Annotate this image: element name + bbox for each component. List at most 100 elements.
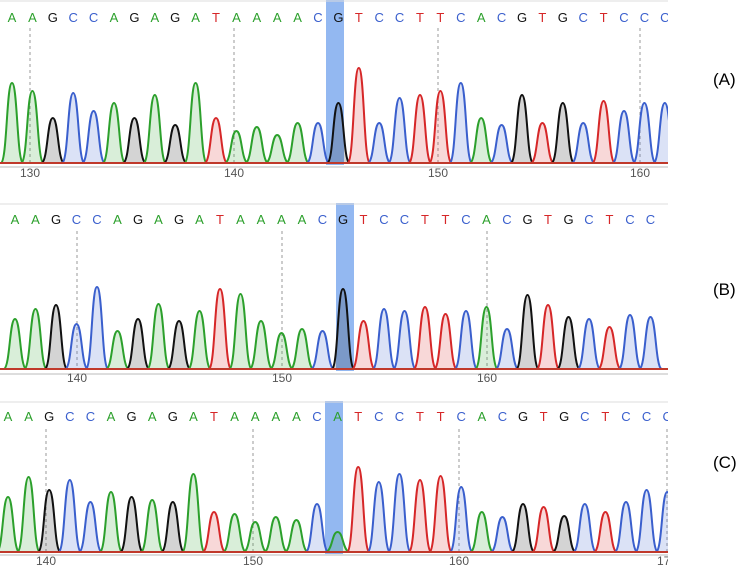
- panel-label-a: (A): [713, 70, 736, 89]
- base-call: C: [640, 10, 649, 25]
- base-call: C: [642, 409, 651, 424]
- base-call: G: [170, 10, 180, 25]
- base-call: A: [482, 212, 491, 227]
- base-call: C: [619, 10, 628, 25]
- base-call: T: [538, 10, 546, 25]
- base-call: T: [600, 10, 608, 25]
- base-call: C: [374, 409, 383, 424]
- base-call: G: [51, 212, 61, 227]
- base-call: C: [86, 409, 95, 424]
- peak-a: [287, 327, 317, 370]
- base-call: A: [8, 10, 17, 25]
- base-call: A: [31, 212, 40, 227]
- peak-c: [569, 121, 598, 164]
- base-call: G: [522, 212, 532, 227]
- peak-c: [570, 502, 599, 553]
- peak-g: [117, 495, 146, 553]
- peak-g: [38, 116, 67, 164]
- base-call: G: [168, 409, 178, 424]
- peak-a: [226, 292, 255, 370]
- peak-a: [263, 133, 292, 164]
- tick-label: 160: [477, 371, 497, 383]
- peak-t: [344, 465, 373, 553]
- tick-label: 140: [67, 371, 87, 383]
- base-call: C: [621, 409, 630, 424]
- base-call: C: [395, 409, 404, 424]
- tick-label: 160: [630, 166, 650, 180]
- peak-a: [179, 472, 208, 553]
- base-call: A: [251, 409, 260, 424]
- base-call: C: [312, 409, 321, 424]
- base-call: G: [517, 10, 527, 25]
- peak-c: [447, 485, 476, 553]
- peak-a: [21, 307, 50, 370]
- base-call: A: [110, 10, 119, 25]
- base-call: A: [477, 409, 486, 424]
- peak-g: [164, 319, 194, 370]
- base-call: C: [660, 10, 668, 25]
- base-call: T: [416, 409, 424, 424]
- peak-a: [261, 515, 290, 553]
- peak-c: [632, 488, 661, 553]
- peak-a: [0, 81, 26, 164]
- base-call: T: [436, 10, 444, 25]
- base-call: G: [48, 10, 58, 25]
- base-call: G: [563, 212, 573, 227]
- base-call: A: [257, 212, 266, 227]
- peak-c: [385, 472, 414, 553]
- peak-t: [426, 474, 455, 553]
- base-call: T: [437, 409, 445, 424]
- peak-c: [370, 307, 398, 370]
- base-call: A: [333, 409, 342, 424]
- tick-label: 160: [449, 554, 469, 568]
- base-call: A: [113, 212, 122, 227]
- variant-highlight: [336, 203, 354, 371]
- base-call: T: [416, 10, 424, 25]
- peak-t: [595, 325, 624, 370]
- variant-highlight: [326, 0, 344, 165]
- base-call: C: [318, 212, 327, 227]
- base-call: C: [502, 212, 511, 227]
- base-call: A: [28, 10, 37, 25]
- peak-a: [467, 510, 496, 553]
- base-call: C: [461, 212, 470, 227]
- base-call: A: [277, 212, 286, 227]
- base-call: G: [333, 10, 343, 25]
- base-call: A: [148, 409, 157, 424]
- base-call: T: [601, 409, 609, 424]
- base-call: C: [579, 10, 588, 25]
- peak-t: [591, 510, 620, 553]
- base-call: T: [360, 212, 368, 227]
- peak-c: [630, 101, 659, 164]
- peak-c: [611, 500, 641, 553]
- peak-t: [589, 99, 618, 164]
- peak-g: [508, 502, 538, 553]
- base-call: C: [497, 10, 506, 25]
- base-call: G: [338, 212, 348, 227]
- peak-a: [246, 319, 276, 370]
- peak-g: [161, 123, 190, 164]
- peak-a: [18, 89, 47, 164]
- variant-highlight: [325, 401, 343, 554]
- peak-a: [472, 305, 501, 370]
- peak-c: [609, 109, 639, 164]
- base-call: G: [174, 212, 184, 227]
- base-call: T: [442, 212, 450, 227]
- peak-a: [144, 302, 173, 370]
- base-call: A: [273, 10, 282, 25]
- base-call: G: [133, 212, 143, 227]
- tick-label: 150: [243, 554, 263, 568]
- base-call: A: [24, 409, 33, 424]
- tick-label: 140: [224, 166, 244, 180]
- base-call: T: [210, 409, 218, 424]
- panel-label-b: (B): [713, 280, 736, 299]
- base-call: A: [4, 409, 13, 424]
- peak-c: [308, 329, 337, 370]
- base-call: C: [375, 10, 384, 25]
- base-call: A: [191, 10, 200, 25]
- base-call: A: [154, 212, 163, 227]
- base-call: C: [395, 10, 404, 25]
- peak-t: [426, 89, 455, 164]
- base-call: A: [271, 409, 280, 424]
- peak-c: [574, 317, 604, 370]
